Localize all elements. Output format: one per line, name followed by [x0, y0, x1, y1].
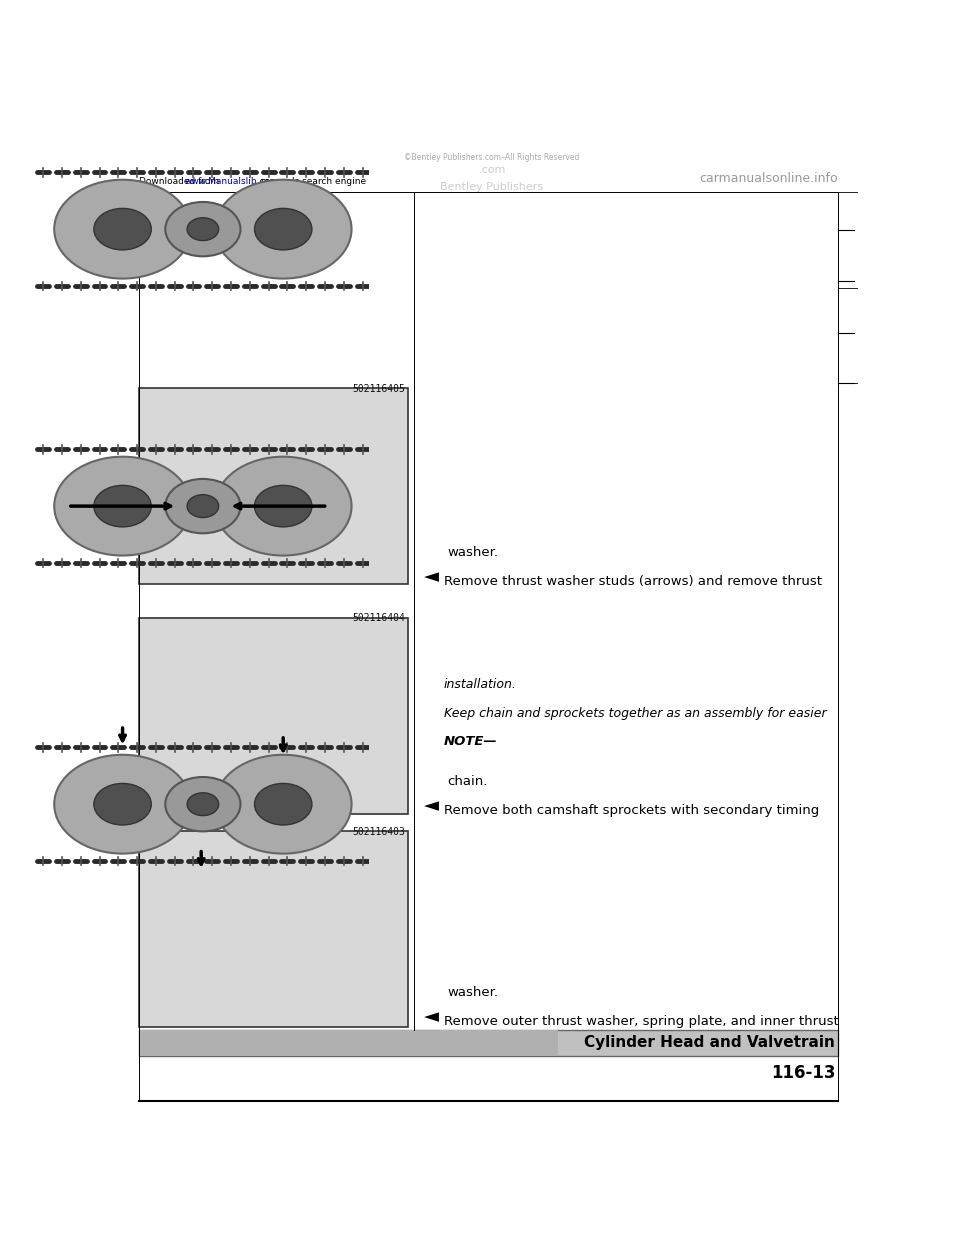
Text: NOTE—: NOTE—	[444, 735, 497, 748]
Bar	[138, 1030, 558, 1056]
Text: Downloaded from: Downloaded from	[138, 176, 222, 186]
Circle shape	[254, 784, 312, 825]
Text: Keep chain and sprockets together as an assembly for easier: Keep chain and sprockets together as an …	[444, 707, 827, 719]
Circle shape	[165, 202, 240, 256]
Text: Remove both camshaft sprockets with secondary timing: Remove both camshaft sprockets with seco…	[444, 804, 819, 817]
Text: installation.: installation.	[444, 678, 516, 691]
Text: ◄: ◄	[423, 796, 439, 816]
Text: ◄: ◄	[423, 566, 439, 586]
Circle shape	[54, 180, 191, 278]
Text: ©Bentley Publishers.com–All Rights Reserved: ©Bentley Publishers.com–All Rights Reser…	[404, 153, 580, 161]
Circle shape	[165, 479, 240, 533]
Circle shape	[94, 486, 152, 527]
Bar	[138, 617, 408, 814]
Circle shape	[165, 777, 240, 831]
Text: Remove outer thrust washer, spring plate, and inner thrust: Remove outer thrust washer, spring plate…	[444, 1015, 838, 1027]
Text: Bentley Publishers: Bentley Publishers	[441, 181, 543, 191]
Circle shape	[254, 486, 312, 527]
Bar	[138, 1030, 838, 1056]
Circle shape	[94, 784, 152, 825]
Circle shape	[54, 755, 191, 853]
Text: 116-13: 116-13	[771, 1064, 836, 1082]
Text: ◄: ◄	[423, 1007, 439, 1026]
Circle shape	[187, 792, 219, 816]
Circle shape	[215, 457, 351, 555]
Text: carmanualsonline.info: carmanualsonline.info	[699, 171, 838, 185]
Circle shape	[54, 457, 191, 555]
Text: www.Manualslib.com: www.Manualslib.com	[184, 176, 279, 186]
Circle shape	[94, 209, 152, 250]
Circle shape	[215, 180, 351, 278]
Text: .com: .com	[478, 165, 506, 175]
Text: Remove thrust washer studs (arrows) and remove thrust: Remove thrust washer studs (arrows) and …	[444, 575, 822, 587]
Text: 502116404: 502116404	[352, 614, 405, 623]
Text: Cylinder Head and Valvetrain: Cylinder Head and Valvetrain	[584, 1036, 835, 1051]
Text: 502116405: 502116405	[352, 384, 405, 394]
Text: washer.: washer.	[447, 986, 498, 999]
Circle shape	[187, 217, 219, 241]
Circle shape	[254, 209, 312, 250]
Bar	[138, 388, 408, 584]
Text: manuals search engine: manuals search engine	[255, 176, 367, 186]
Text: chain.: chain.	[447, 775, 488, 789]
Circle shape	[215, 755, 351, 853]
Bar	[138, 831, 408, 1027]
Circle shape	[187, 494, 219, 518]
Text: 502116403: 502116403	[352, 827, 405, 837]
Text: washer.: washer.	[447, 546, 498, 559]
